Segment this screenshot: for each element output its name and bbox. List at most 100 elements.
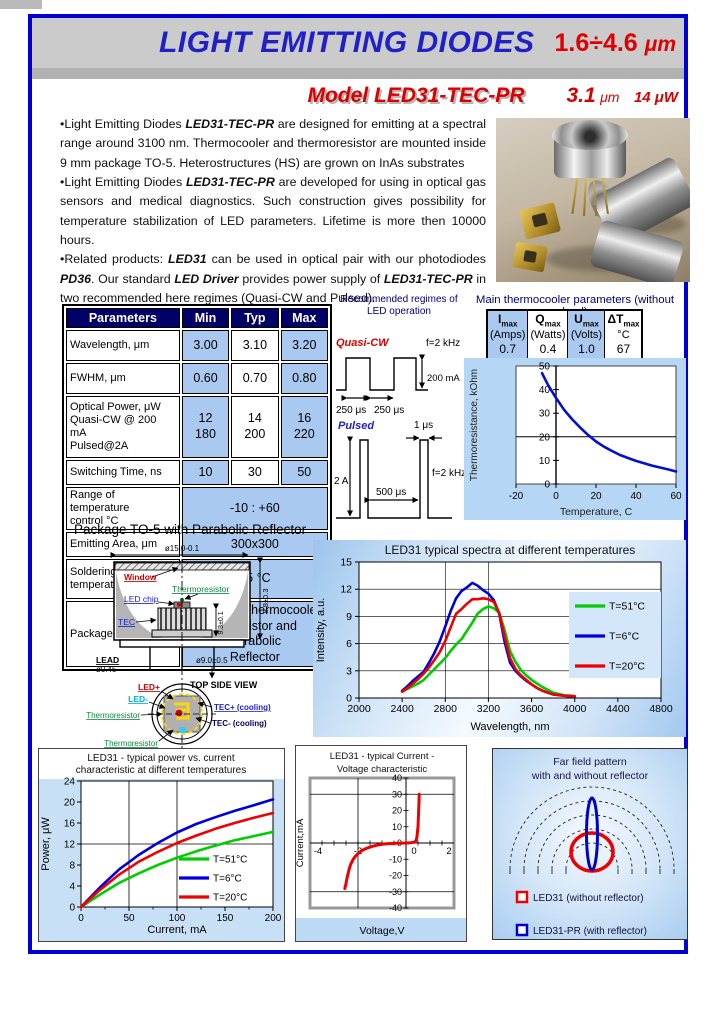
x-axis-label: Current, mA <box>147 924 207 936</box>
param-value-min: 10 <box>181 460 230 485</box>
x-tick-label: 20 <box>590 491 602 502</box>
product-photo <box>496 118 690 282</box>
legend-label: T=20°C <box>213 893 247 904</box>
y-tick-label: 4 <box>69 882 75 893</box>
y-tick-label: 15 <box>340 557 352 569</box>
polar-arc <box>551 828 633 870</box>
wavelength-range: 1.6÷4.6 μm <box>554 29 676 58</box>
package-thermo3-label: Thermoresistor <box>104 739 158 748</box>
x-axis-label: Temperature, C <box>560 506 633 518</box>
legend-label: LED31 (without reflector) <box>533 893 644 904</box>
param-value-typ: 14 200 <box>231 396 279 458</box>
x-tick-label: 60 <box>670 491 682 502</box>
thermocooler-cell: Umax (Volts) 1.0 <box>567 309 606 360</box>
param-value-typ: 0.70 <box>231 363 279 394</box>
polar-arc <box>509 786 675 870</box>
x-axis-label: Voltage,V <box>360 925 405 937</box>
x-tick-label: 50 <box>123 913 135 924</box>
x-tick-label: 0 <box>78 913 84 924</box>
iv-chart: LED31 - typical Current - Voltage charact… <box>295 745 467 942</box>
series-line <box>540 371 678 473</box>
y-tick-label: 6 <box>346 638 352 650</box>
series-line <box>343 792 421 890</box>
quasi-cw-waveform <box>336 357 428 391</box>
series-line <box>400 596 577 698</box>
chart-title-line1: Far field pattern <box>553 756 627 768</box>
package-thermo2-label: Thermoresistor <box>86 711 140 720</box>
param-value-min: 12 180 <box>181 396 230 458</box>
quasi-t2-label: 250 μs <box>374 405 404 416</box>
regimes-title-line1: Recommended regimes of <box>340 294 457 305</box>
thermocooler-cell: Imax (Amps) 0.7 <box>486 309 529 360</box>
chart-title-line1: LED31 - typical Current - <box>330 751 435 762</box>
y-tick-label: 20 <box>64 798 76 809</box>
chart-title-line2: with and without reflector <box>531 770 649 782</box>
params-header: Min <box>181 308 230 328</box>
package-title: Package TO-5 with Parabolic Reflector <box>74 522 307 537</box>
model-power: 14 μW <box>633 89 678 106</box>
regimes-title-line2: LED operation <box>367 306 431 317</box>
header-divider <box>32 68 684 79</box>
package-thermoresistor-label: Thermoresistor <box>172 584 229 594</box>
param-value-max: 16 220 <box>280 396 328 458</box>
far-field-canvas: Far field pattern with and without reflec… <box>509 756 675 937</box>
range-value: 1.6÷4.6 <box>554 28 638 57</box>
y-tick-label: 12 <box>340 584 352 596</box>
legend-label: LED31-PR (with reflector) <box>533 926 647 937</box>
model-wavelength-unit: μm <box>600 89 620 105</box>
y-tick-label: -20 <box>389 871 402 881</box>
y-tick-label: 10 <box>539 456 551 467</box>
legend-swatch <box>515 923 529 937</box>
page-title: LIGHT EMITTING DIODES <box>158 26 535 59</box>
x-tick-label: 200 <box>265 913 282 924</box>
y-tick-label: 40 <box>392 773 402 783</box>
quasi-frequency-label: f=2 kHz <box>426 338 460 349</box>
param-value-typ: 3.10 <box>231 330 279 361</box>
far-field-chart: Far field pattern with and without reflec… <box>492 748 688 940</box>
chart-title-line1: LED31 - typical power vs. current <box>87 753 235 764</box>
photo-gold-header <box>518 202 562 240</box>
power-current-chart: LED31 - typical power vs. current charact… <box>38 748 285 942</box>
series-line <box>79 830 275 909</box>
power-current-canvas: LED31 - typical power vs. currentcharact… <box>40 753 282 936</box>
y-axis-label: Power, μW <box>40 817 52 871</box>
params-header: Typ <box>231 308 279 328</box>
polar-arc <box>565 842 619 870</box>
param-value-typ: 30 <box>231 460 279 485</box>
param-value-min: 0.60 <box>181 363 230 394</box>
y-tick-label: 8 <box>69 861 75 872</box>
spectra-chart: LED31 typical spectra at different tempe… <box>313 540 686 737</box>
polar-arc <box>523 800 661 870</box>
spectra-canvas: LED31 typical spectra at different tempe… <box>315 543 673 733</box>
wide-lobe <box>569 831 615 873</box>
package-led-chip-label: LED chip <box>124 594 159 604</box>
thermocooler-cell: ΔTmax °C 67 <box>604 309 643 360</box>
x-tick-label: 3600 <box>520 703 544 715</box>
model-wavelength: 3.1 <box>566 84 596 107</box>
x-tick-label: 150 <box>217 913 234 924</box>
y-tick-label: 0 <box>346 693 352 705</box>
package-reflector-left <box>116 571 162 638</box>
package-tec-minus-label: TEC- (cooling) <box>212 719 267 728</box>
legend-swatch <box>515 890 529 904</box>
param-name: Optical Power, μW Quasi-CW @ 200 mA Puls… <box>66 396 180 458</box>
x-tick-label: 4000 <box>563 703 587 715</box>
legend-label: T=6°C <box>609 631 640 643</box>
package-window-label: Window <box>124 572 157 582</box>
x-tick-label: 0 <box>553 491 559 502</box>
y-tick-label: 10 <box>392 822 402 832</box>
header-band: LIGHT EMITTING DIODES 1.6÷4.6 μm <box>32 18 684 68</box>
regimes-canvas: Recommended regimes of LED operation Qua… <box>334 294 464 519</box>
pulsed-amplitude-label: 2 A <box>334 476 349 487</box>
pulsed-waveform <box>336 439 452 519</box>
package-top-side-view-label: TOP SIDE VIEW <box>190 680 258 690</box>
x-tick-label: 100 <box>169 913 186 924</box>
quasi-amplitude-label: 200 mA <box>427 373 460 384</box>
pulsed-label: Pulsed <box>338 420 374 432</box>
package-tec-plus-label: TEC+ (cooling) <box>214 703 271 712</box>
package-canvas: ø15.0-0.1 8.8±0.3 9. <box>86 544 271 749</box>
chart-title: LED31 typical spectra at different tempe… <box>385 543 636 557</box>
quasi-cw-label: Quasi-CW <box>336 337 390 349</box>
pulsed-period-label: 500 μs <box>376 487 406 498</box>
corner-mark <box>0 0 42 9</box>
